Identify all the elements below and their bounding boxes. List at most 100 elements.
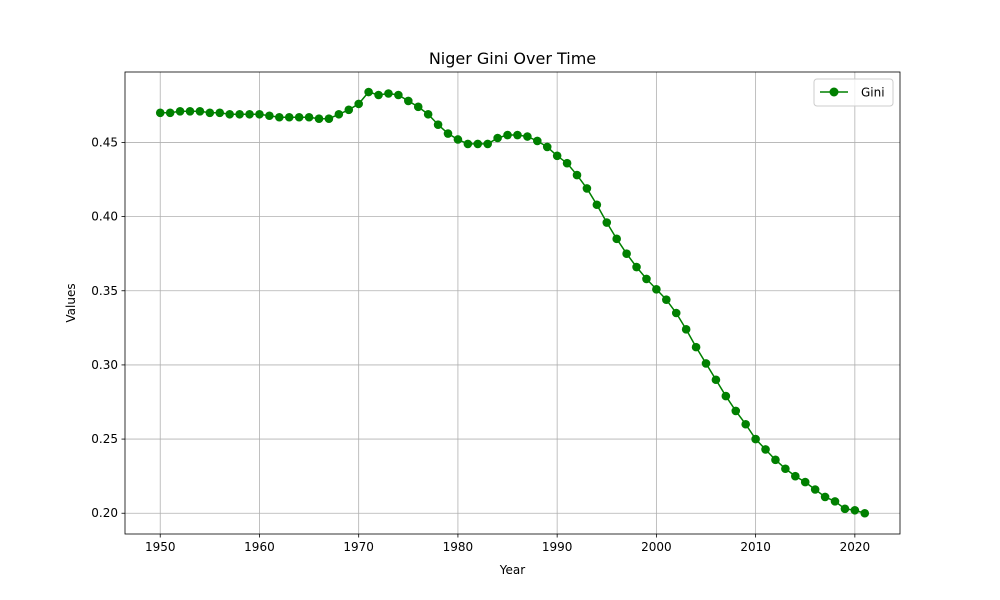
data-point: [344, 105, 354, 115]
data-point: [691, 342, 701, 352]
grid: [125, 72, 900, 534]
data-point: [423, 109, 433, 119]
data-point: [374, 90, 383, 100]
data-point: [840, 504, 850, 514]
x-tick-label: 1970: [343, 540, 374, 554]
data-point: [205, 108, 215, 118]
data-point: [443, 129, 453, 138]
y-axis-label: Values: [64, 283, 78, 322]
legend: Gini: [813, 78, 894, 107]
data-point: [810, 485, 820, 494]
data-point: [741, 419, 750, 429]
series-layer: [155, 87, 870, 518]
data-point: [542, 142, 552, 152]
data-point: [761, 445, 770, 454]
data-point: [662, 295, 671, 304]
data-point: [731, 406, 741, 416]
data-point: [165, 108, 175, 118]
data-point: [513, 130, 522, 140]
x-tick-label: 1990: [542, 540, 573, 554]
x-tick-label: 1960: [244, 540, 275, 554]
data-point: [830, 497, 840, 506]
data-point: [463, 139, 473, 149]
chart-title: Niger Gini Over Time: [429, 49, 596, 68]
y-tick-label: 0.30: [91, 358, 118, 372]
data-point: [791, 471, 800, 481]
data-point: [334, 109, 344, 119]
y-axis-ticks: 0.20 0.25 0.30 0.35 0.40 0.45: [91, 135, 125, 520]
plot-frame: [124, 71, 901, 535]
data-point: [652, 284, 661, 294]
data-point: [473, 139, 483, 149]
data-point: [304, 112, 314, 122]
data-point: [592, 200, 602, 210]
x-tick-label: 1950: [145, 540, 176, 554]
x-tick-label: 2020: [840, 540, 871, 554]
data-point: [572, 170, 582, 180]
data-point: [711, 375, 721, 385]
data-point: [582, 184, 592, 193]
data-point: [671, 308, 681, 318]
data-point: [215, 108, 225, 118]
data-point: [552, 151, 562, 161]
data-point: [632, 262, 641, 272]
data-point: [602, 218, 612, 227]
data-point: [155, 108, 165, 118]
data-point: [820, 492, 830, 502]
x-axis-label: Year: [499, 563, 525, 577]
data-point: [314, 114, 324, 124]
data-point: [284, 112, 294, 122]
x-tick-label: 2000: [641, 540, 672, 554]
data-point: [453, 135, 463, 144]
data-point: [483, 139, 492, 149]
data-point: [642, 274, 651, 284]
data-point: [175, 107, 185, 116]
x-tick-label: 1980: [443, 540, 474, 554]
data-point: [850, 505, 860, 515]
y-tick-label: 0.45: [91, 135, 118, 149]
x-tick-label: 2010: [740, 540, 771, 554]
data-point: [245, 109, 254, 119]
data-point: [533, 136, 542, 146]
data-point: [562, 158, 572, 168]
y-tick-label: 0.35: [91, 284, 118, 298]
data-point: [751, 434, 760, 444]
plot-background: [125, 72, 900, 534]
data-point: [384, 89, 393, 98]
x-axis-ticks: 1950 1960 1970 1980 1990 2000 2010 2020: [145, 534, 870, 554]
data-point: [622, 249, 631, 258]
data-point: [324, 114, 334, 124]
data-point: [493, 133, 502, 143]
y-tick-label: 0.20: [91, 506, 118, 520]
data-point: [433, 120, 443, 129]
data-point: [294, 112, 304, 122]
data-point: [413, 102, 423, 112]
data-point: [235, 109, 244, 119]
data-point: [404, 96, 413, 106]
data-point: [781, 464, 790, 474]
data-point: [771, 455, 780, 465]
data-point: [275, 112, 284, 122]
data-point: [800, 477, 810, 487]
legend-marker: [829, 87, 839, 97]
data-point: [681, 325, 691, 334]
y-tick-label: 0.25: [91, 432, 118, 446]
data-point: [225, 109, 234, 119]
data-point: [701, 359, 711, 368]
data-point: [523, 132, 532, 141]
data-point: [503, 130, 512, 140]
data-point: [354, 99, 363, 109]
data-point: [394, 90, 403, 100]
data-point: [195, 107, 205, 116]
legend-label: Gini: [861, 86, 885, 100]
data-point: [185, 107, 195, 116]
data-point: [364, 87, 373, 97]
data-point: [860, 508, 870, 518]
data-point: [612, 234, 621, 244]
data-point: [721, 391, 731, 401]
data-point: [265, 111, 274, 121]
legend-box: [813, 78, 894, 107]
data-point: [255, 109, 264, 119]
y-tick-label: 0.40: [91, 210, 118, 224]
